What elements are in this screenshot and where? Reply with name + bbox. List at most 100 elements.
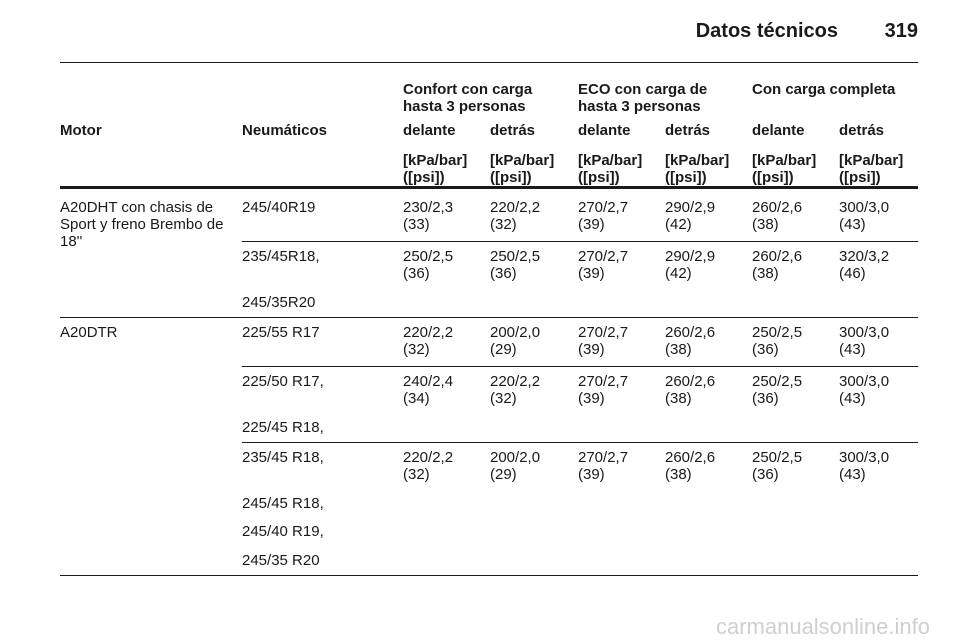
pressure-value: 260/2,6	[665, 324, 716, 341]
tire-size: 225/55 R17	[242, 324, 320, 341]
column-header: detrás	[839, 122, 885, 139]
motor: A20DHT con chasis de Sport y freno Bremb…	[60, 199, 224, 250]
unit-header: [kPa/bar] ([psi])	[578, 152, 643, 186]
pressure-value: (38)	[665, 390, 692, 407]
pressure-value: 270/2,7	[578, 324, 629, 341]
pressure-value: (39)	[578, 466, 605, 483]
pressure-value: 260/2,6	[665, 449, 716, 466]
pressure-value: (38)	[752, 265, 779, 282]
pressure-value: 220/2,2	[403, 449, 454, 466]
rule	[60, 317, 918, 318]
tire-size: 225/45 R18,	[242, 419, 324, 436]
unit-header: [kPa/bar] ([psi])	[403, 152, 468, 186]
pressure-value: 250/2,5	[752, 373, 803, 390]
pressure-value: 290/2,9	[665, 248, 716, 265]
pressure-value: (29)	[490, 466, 517, 483]
pressure-value: 250/2,5	[490, 248, 541, 265]
pressure-value: (43)	[839, 390, 866, 407]
pressure-value: 200/2,0	[490, 449, 541, 466]
pressure-value: 320/3,2	[839, 248, 890, 265]
page-number: 319	[884, 20, 918, 42]
pressure-value: (43)	[839, 466, 866, 483]
pressure-value: (36)	[403, 265, 430, 282]
column-header: delante	[578, 122, 631, 139]
tire-size: 225/50 R17,	[242, 373, 324, 390]
pressure-value: (34)	[403, 390, 430, 407]
rule	[60, 62, 918, 63]
column-header: delante	[752, 122, 805, 139]
tire-size: 235/45 R18,	[242, 449, 324, 466]
pressure-value: (38)	[665, 466, 692, 483]
pressure-value: (38)	[752, 216, 779, 233]
pressure-value: 250/2,5	[752, 449, 803, 466]
unit-header: [kPa/bar] ([psi])	[490, 152, 555, 186]
tire-size: 245/40 R19,	[242, 523, 324, 540]
pressure-value: (32)	[490, 216, 517, 233]
pressure-value: (39)	[578, 390, 605, 407]
rule	[60, 186, 918, 189]
pressure-value: (39)	[578, 265, 605, 282]
pressure-value: 220/2,2	[490, 373, 541, 390]
tire-size: 235/45R18,	[242, 248, 320, 265]
pressure-value: 260/2,6	[752, 199, 803, 216]
unit-header: [kPa/bar] ([psi])	[665, 152, 730, 186]
pressure-value: 230/2,3	[403, 199, 454, 216]
rule	[242, 241, 918, 242]
group-header: Con carga completa	[752, 81, 896, 98]
unit-header: [kPa/bar] ([psi])	[752, 152, 817, 186]
pressure-value: (32)	[490, 390, 517, 407]
pressure-value: (39)	[578, 341, 605, 358]
page-title: Datos técnicos	[695, 20, 838, 42]
pressure-value: (43)	[839, 341, 866, 358]
pressure-value: (42)	[665, 216, 692, 233]
pressure-value: 260/2,6	[665, 373, 716, 390]
rule	[242, 442, 918, 443]
pressure-value: (39)	[578, 216, 605, 233]
tire-size: 245/45 R18,	[242, 495, 324, 512]
pressure-value: (32)	[403, 466, 430, 483]
pressure-value: (46)	[839, 265, 866, 282]
pressure-value: 270/2,7	[578, 199, 629, 216]
pressure-value: 300/3,0	[839, 449, 890, 466]
pressure-value: 240/2,4	[403, 373, 454, 390]
pressure-value: 200/2,0	[490, 324, 541, 341]
rule	[242, 366, 918, 367]
pressure-value: (36)	[752, 466, 779, 483]
pressure-value: (38)	[665, 341, 692, 358]
pressure-value: 220/2,2	[490, 199, 541, 216]
group-header: ECO con carga de hasta 3 personas	[578, 81, 708, 115]
pressure-value: (32)	[403, 341, 430, 358]
column-header: delante	[403, 122, 456, 139]
pressure-value: 290/2,9	[665, 199, 716, 216]
group-header: Confort con carga hasta 3 personas	[403, 81, 533, 115]
column-header: detrás	[665, 122, 711, 139]
pressure-value: 300/3,0	[839, 324, 890, 341]
motor: A20DTR	[60, 324, 118, 341]
watermark: carmanualsonline.info	[715, 614, 930, 639]
pressure-value: 260/2,6	[752, 248, 803, 265]
column-header: detrás	[490, 122, 536, 139]
tire-size: 245/35R20	[242, 294, 316, 311]
tire-size: 245/35 R20	[242, 552, 320, 569]
tire-size: 245/40R19	[242, 199, 316, 216]
pressure-value: (36)	[490, 265, 517, 282]
pressure-value: (33)	[403, 216, 430, 233]
pressure-value: 270/2,7	[578, 373, 629, 390]
pressure-value: (36)	[752, 341, 779, 358]
rule	[60, 575, 918, 576]
pressure-value: 300/3,0	[839, 199, 890, 216]
pressure-value: 220/2,2	[403, 324, 454, 341]
column-header: Motor	[60, 122, 102, 139]
pressure-value: (43)	[839, 216, 866, 233]
column-header: Neumáticos	[242, 122, 328, 139]
pressure-value: 250/2,5	[403, 248, 454, 265]
pressure-value: (29)	[490, 341, 517, 358]
pressure-value: (42)	[665, 265, 692, 282]
unit-header: [kPa/bar] ([psi])	[839, 152, 904, 186]
pressure-value: 270/2,7	[578, 248, 629, 265]
pressure-value: 250/2,5	[752, 324, 803, 341]
pressure-value: 300/3,0	[839, 373, 890, 390]
pressure-value: (36)	[752, 390, 779, 407]
pressure-value: 270/2,7	[578, 449, 629, 466]
